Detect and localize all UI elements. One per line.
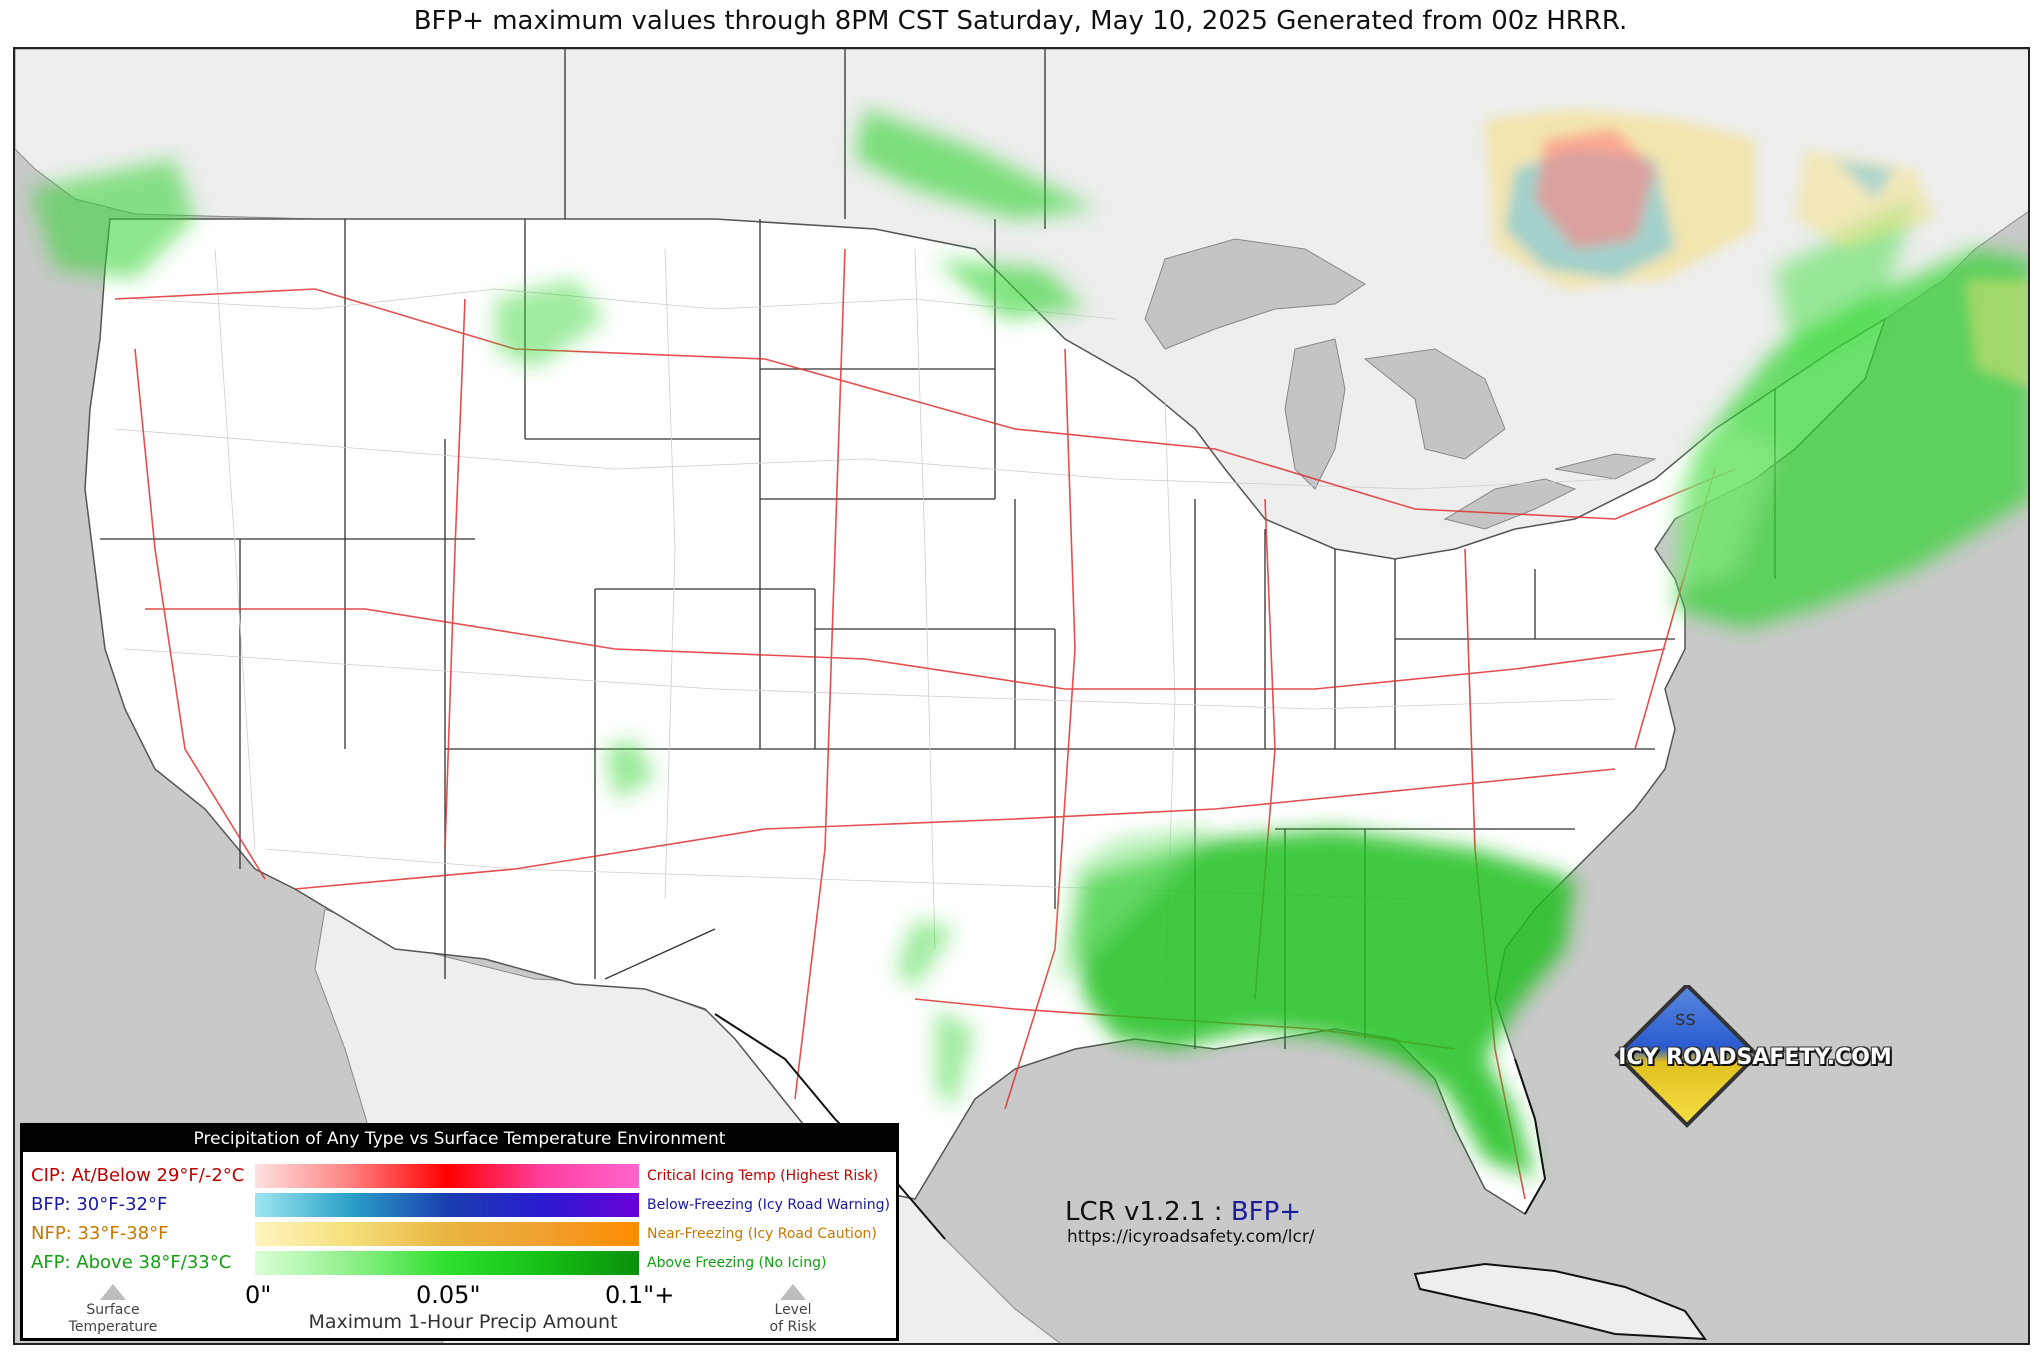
great-lakes bbox=[1144, 238, 1657, 530]
legend-label-nfp: NFP: 33°F-38°F bbox=[31, 1223, 169, 1244]
surface-temperature-label-line2: Temperature bbox=[68, 1319, 158, 1335]
legend-desc-cip: Critical Icing Temp (Highest Risk) bbox=[647, 1168, 879, 1184]
legend-tick-0: 0" bbox=[245, 1281, 272, 1309]
surface-temperature-label-line1: Surface bbox=[86, 1302, 140, 1318]
level-of-risk-label-line1: Level bbox=[774, 1302, 812, 1318]
version-label: LCR v1.2.1 : BFP+ bbox=[1065, 1197, 1301, 1227]
legend-label-bfp: BFP: 30°F-32°F bbox=[31, 1194, 168, 1215]
legend-gradient-bfp bbox=[255, 1193, 639, 1217]
product-text: BFP+ bbox=[1230, 1197, 1302, 1227]
surface-temperature-marker: Surface Temperature bbox=[53, 1284, 173, 1336]
legend-axis-label: Maximum 1-Hour Precip Amount bbox=[308, 1311, 618, 1333]
cuba-land bbox=[1413, 1262, 1708, 1341]
legend-label-afp: AFP: Above 38°F/33°C bbox=[31, 1252, 232, 1273]
legend-label-cip: CIP: At/Below 29°F/-2°C bbox=[31, 1165, 245, 1186]
legend-box: Precipitation of Any Type vs Surface Tem… bbox=[20, 1123, 899, 1341]
legend-row-nfp: NFP: 33°F-38°F Near-Freezing (Icy Road C… bbox=[23, 1220, 896, 1248]
legend-header: Precipitation of Any Type vs Surface Tem… bbox=[23, 1126, 896, 1152]
triangle-up-icon bbox=[780, 1284, 806, 1300]
svg-text:ss: ss bbox=[1675, 1006, 1696, 1030]
legend-tick-01: 0.1"+ bbox=[605, 1281, 675, 1309]
legend-gradient-afp bbox=[255, 1251, 639, 1275]
coastline bbox=[714, 1013, 1547, 1240]
legend-row-afp: AFP: Above 38°F/33°C Above Freezing (No … bbox=[23, 1249, 896, 1277]
logo-diamond-icon: ss bbox=[1614, 982, 1760, 1128]
legend-row-bfp: BFP: 30°F-32°F Below-Freezing (Icy Road … bbox=[23, 1191, 896, 1219]
legend-desc-nfp: Near-Freezing (Icy Road Caution) bbox=[647, 1226, 877, 1242]
precip-afp-green bbox=[30, 109, 2028, 1179]
icy-road-safety-logo: ss ICY ROADSAFETY.COM bbox=[1605, 982, 1905, 1135]
logo-text: ICY ROADSAFETY.COM bbox=[1618, 1045, 1892, 1070]
legend-desc-bfp: Below-Freezing (Icy Road Warning) bbox=[647, 1197, 890, 1213]
source-url[interactable]: https://icyroadsafety.com/lcr/ bbox=[1067, 1227, 1315, 1247]
legend-row-cip: CIP: At/Below 29°F/-2°C Critical Icing T… bbox=[23, 1162, 896, 1190]
version-text: LCR v1.2.1 : bbox=[1065, 1197, 1223, 1227]
precip-cip-bfp-nfp bbox=[1485, 109, 2028, 388]
legend-tick-005: 0.05" bbox=[416, 1281, 481, 1309]
level-of-risk-label-line2: of Risk bbox=[769, 1319, 817, 1335]
level-of-risk-marker: Level of Risk bbox=[743, 1284, 843, 1336]
legend-desc-afp: Above Freezing (No Icing) bbox=[647, 1255, 827, 1271]
map-title: BFP+ maximum values through 8PM CST Satu… bbox=[413, 6, 1628, 36]
triangle-up-icon bbox=[100, 1284, 126, 1300]
legend-gradient-nfp bbox=[255, 1222, 639, 1246]
legend-gradient-cip bbox=[255, 1164, 639, 1188]
